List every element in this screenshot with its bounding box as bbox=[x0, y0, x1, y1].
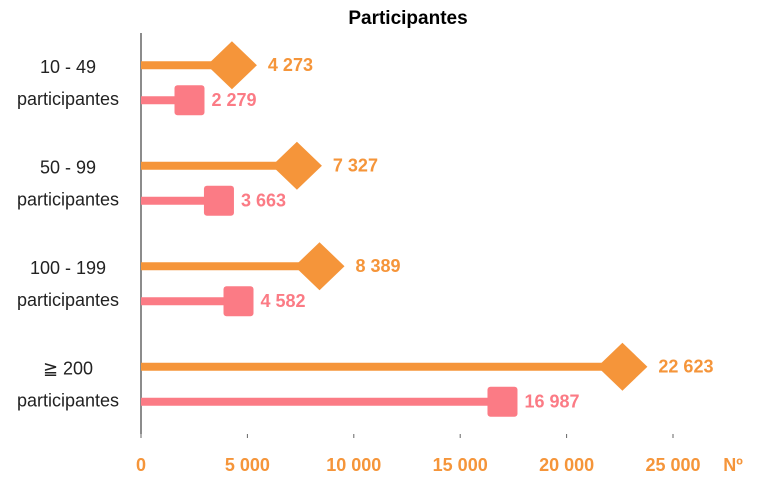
y-tick-label: participantes bbox=[17, 190, 119, 210]
y-tick-label: participantes bbox=[17, 290, 119, 310]
value-label: 16 987 bbox=[524, 392, 579, 412]
y-tick-label: 100 - 199 bbox=[30, 258, 106, 278]
square-marker bbox=[223, 286, 254, 317]
square-marker bbox=[174, 85, 205, 116]
diamond-marker bbox=[271, 141, 322, 190]
x-tick-label: 10 000 bbox=[326, 455, 381, 475]
x-tick-label: 0 bbox=[136, 455, 146, 475]
square-marker bbox=[487, 386, 518, 417]
x-tick-label: 20 000 bbox=[539, 455, 594, 475]
value-label: 3 663 bbox=[241, 191, 286, 211]
value-label: 4 273 bbox=[268, 55, 313, 75]
value-label: 8 389 bbox=[356, 256, 401, 276]
diamond-marker bbox=[597, 342, 648, 391]
chart-title: Participantes bbox=[348, 8, 467, 29]
diamond-marker bbox=[294, 242, 345, 291]
x-tick-label: 15 000 bbox=[433, 455, 488, 475]
value-label: 7 327 bbox=[333, 156, 378, 176]
x-axis-label: Nº bbox=[723, 455, 743, 475]
y-tick-label: 10 - 49 bbox=[40, 57, 96, 77]
y-tick-label: participantes bbox=[17, 89, 119, 109]
square-marker bbox=[203, 185, 234, 216]
value-label: 22 623 bbox=[658, 357, 713, 377]
x-tick-label: 25 000 bbox=[645, 455, 700, 475]
y-tick-label: ≧ 200 bbox=[43, 359, 93, 379]
diamond-marker bbox=[206, 41, 257, 90]
y-tick-label: participantes bbox=[17, 391, 119, 411]
value-label: 4 582 bbox=[261, 291, 306, 311]
y-tick-label: 50 - 99 bbox=[40, 158, 96, 178]
value-label: 2 279 bbox=[211, 90, 256, 110]
x-tick-label: 5 000 bbox=[225, 455, 270, 475]
